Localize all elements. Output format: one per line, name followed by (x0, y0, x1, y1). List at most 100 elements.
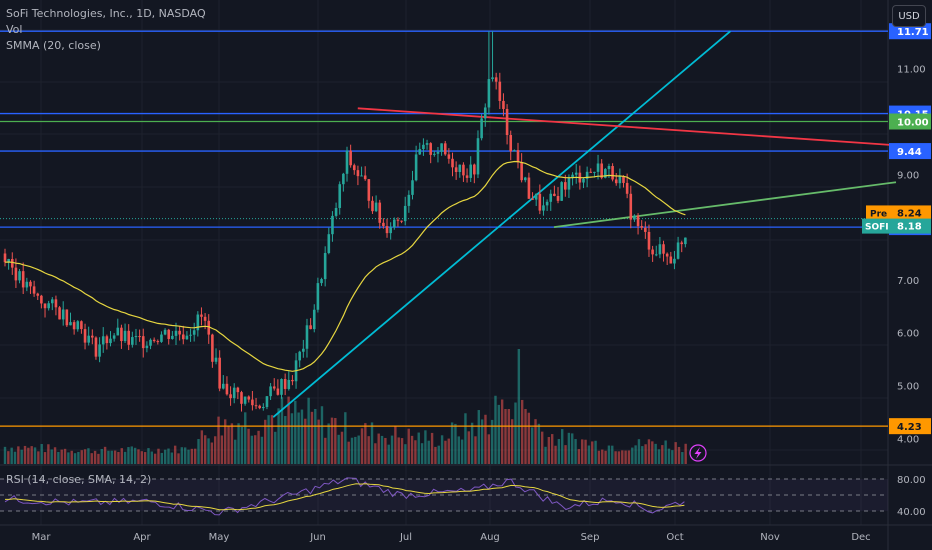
volume-bar (581, 439, 584, 464)
volume-bar (440, 435, 444, 464)
candle-body (458, 164, 462, 173)
candle-body (665, 253, 669, 257)
volume-bar (83, 449, 87, 464)
volume-bar (53, 447, 57, 464)
last-price: 8.18 (897, 222, 922, 233)
candle-body (120, 327, 123, 342)
candle-body (236, 387, 240, 393)
candle-body (563, 182, 567, 190)
candle-body (98, 344, 101, 357)
candle-body (327, 234, 331, 254)
volume-bar (480, 419, 484, 464)
candle-body (76, 321, 80, 330)
candle-body (178, 330, 181, 335)
volume-bar (327, 423, 330, 464)
rsi-legend[interactable]: RSI (14, close, SMA, 14, 2) (6, 473, 152, 486)
volume-bar (33, 447, 37, 464)
price-level-badge (889, 143, 931, 160)
volume-bar (50, 449, 53, 464)
volume-bar (611, 445, 614, 464)
candle-body (549, 193, 553, 202)
candle-body (200, 314, 203, 317)
volume-bar (434, 446, 437, 464)
candle-body (542, 205, 545, 211)
candle-body (567, 177, 571, 190)
premarket-tag-label: Pre (870, 209, 887, 219)
candle-body (633, 215, 636, 220)
volume-bar (187, 449, 190, 464)
candle-body (207, 320, 211, 335)
premarket-badge (889, 205, 931, 221)
candle-body (105, 336, 109, 344)
volume-bar (681, 452, 684, 464)
candle-body (87, 335, 90, 343)
candle-body (487, 79, 491, 108)
price-level-label: 10.00 (897, 118, 929, 129)
candle-body (392, 219, 396, 228)
volume-bar (274, 431, 277, 464)
volume-bar (10, 447, 13, 464)
volume-bar (347, 441, 350, 464)
candle-body (258, 405, 261, 409)
volume-bar (460, 439, 464, 464)
volume-bar (183, 447, 187, 464)
candle-body (141, 336, 145, 349)
volume-bar (190, 448, 194, 464)
volume-bar (494, 395, 497, 464)
candle-body (367, 179, 371, 201)
volume-bar (237, 423, 240, 464)
volume-legend[interactable]: Vol (6, 23, 23, 36)
candle-body (262, 406, 265, 409)
smma-legend[interactable]: SMMA (20, close) (6, 39, 101, 52)
volume-bar (614, 451, 617, 464)
volume-bar (477, 410, 480, 464)
candle-body (585, 171, 589, 179)
candle-body (494, 77, 498, 82)
volume-bar (397, 437, 400, 464)
candle-body (371, 200, 374, 212)
volume-bar (140, 451, 143, 464)
volume-bar (677, 446, 681, 464)
candle-body (447, 154, 451, 159)
volume-bar (70, 450, 73, 464)
volume-bar (300, 409, 304, 464)
trendline[interactable] (553, 181, 897, 228)
volume-bar (180, 447, 184, 464)
volume-bar (117, 451, 120, 464)
volume-bar (150, 451, 154, 464)
candle-body (469, 164, 473, 178)
symbol-tag-label: SOFI (865, 223, 889, 233)
volume-bar (63, 448, 67, 464)
volume-bar (30, 446, 33, 464)
candle-body (647, 231, 651, 250)
price-level-label: 9.44 (897, 147, 922, 158)
last-price-badge (889, 218, 931, 234)
volume-bar (127, 447, 130, 464)
volume-bar (267, 415, 270, 464)
volume-bar (107, 450, 110, 464)
candle-body (69, 322, 72, 326)
trendline[interactable] (272, 30, 731, 418)
volume-bar (330, 417, 334, 464)
price-axis-tick: 6.00 (897, 329, 919, 340)
candle-body (422, 144, 425, 150)
candle-body (614, 179, 618, 184)
candle-body (684, 237, 687, 245)
candle-body (382, 222, 385, 227)
candle-body (276, 388, 280, 395)
candle-body (669, 256, 673, 264)
currency-button[interactable]: USD (892, 5, 926, 27)
volume-bar (203, 435, 207, 464)
price-level-badge (889, 23, 931, 40)
candle-body (109, 338, 112, 344)
candle-body (440, 143, 443, 152)
trendline[interactable] (357, 107, 897, 147)
volume-bar (120, 448, 123, 464)
volume-bar (360, 428, 364, 464)
candle-body (513, 150, 516, 152)
volume-bar (77, 451, 80, 464)
volume-bar (430, 432, 434, 464)
candle-body (640, 226, 644, 228)
candle-body (356, 170, 360, 177)
